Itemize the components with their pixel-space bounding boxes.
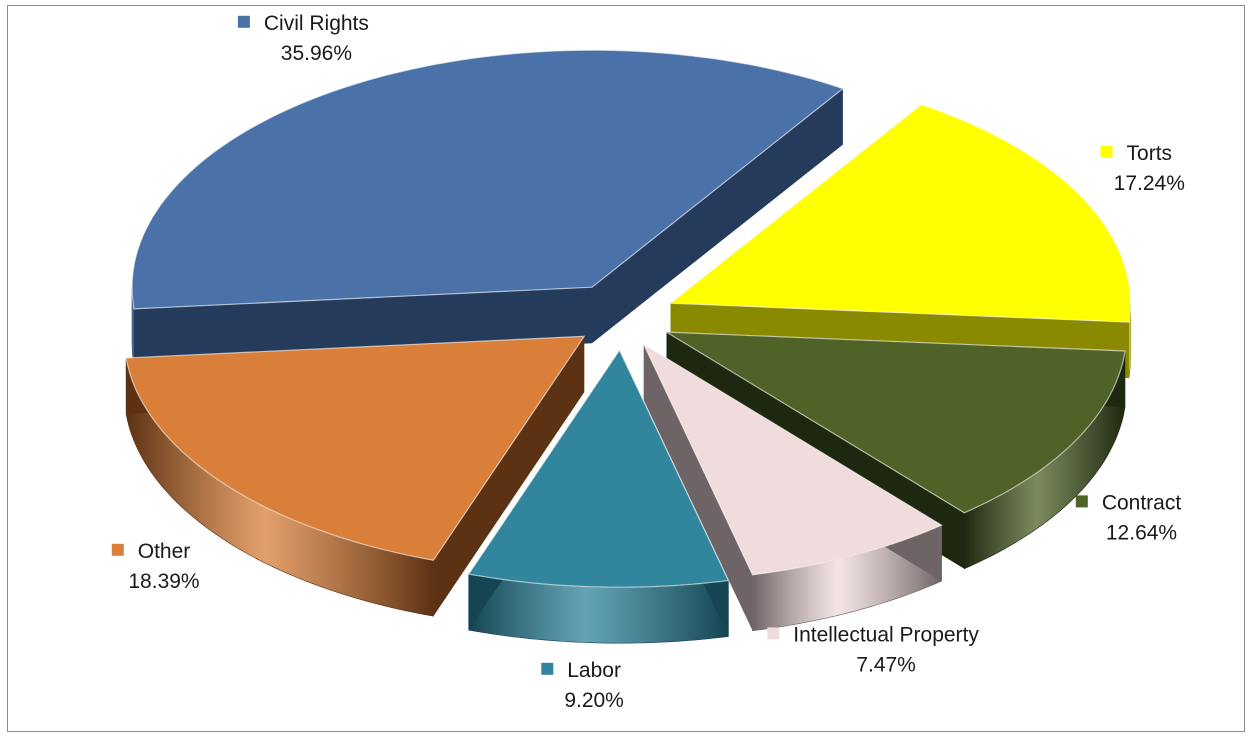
slice-value-labor: 9.20% [564,689,624,712]
slice-value-intellectual-property: 7.47% [856,653,916,676]
slice-label-torts: Torts [1127,142,1173,165]
pie-slice-civil-rights[interactable] [131,49,845,310]
legend-marker-torts [1100,145,1113,158]
slice-value-civil-rights: 35.96% [281,42,352,65]
legend-marker-civil-rights [237,15,250,28]
pie-slice-labor[interactable] [467,348,730,588]
pie-slice-contract[interactable] [666,331,1126,514]
pie-tops [125,49,1132,588]
slice-value-contract: 12.64% [1106,521,1177,544]
legend-marker-intellectual-property [767,627,780,640]
slice-label-contract: Contract [1102,491,1182,514]
pie-slice-cut-0-other [433,336,585,617]
slice-label-labor: Labor [567,659,621,682]
pie-slice-intellectual-property[interactable] [642,342,943,576]
pie-slice-other[interactable] [125,335,586,561]
legend-marker-labor [541,662,554,675]
pie-slice-cut-1-intellectual-property [643,344,753,631]
slice-value-torts: 17.24% [1114,172,1185,195]
slice-label-civil-rights: Civil Rights [264,12,369,35]
slice-labels: Civil Rights 35.96% Torts 17.24% Contract 12.… [111,12,1185,712]
slice-label-intellectual-property: Intellectual Property [793,623,979,646]
slice-label-other: Other [138,540,191,563]
legend-marker-other [111,543,124,556]
slice-value-other: 18.39% [128,570,199,593]
pie-slice-cut-1-civil-rights [592,88,843,344]
pie-slice-torts[interactable] [668,103,1132,323]
legend-marker-contract [1075,495,1088,508]
